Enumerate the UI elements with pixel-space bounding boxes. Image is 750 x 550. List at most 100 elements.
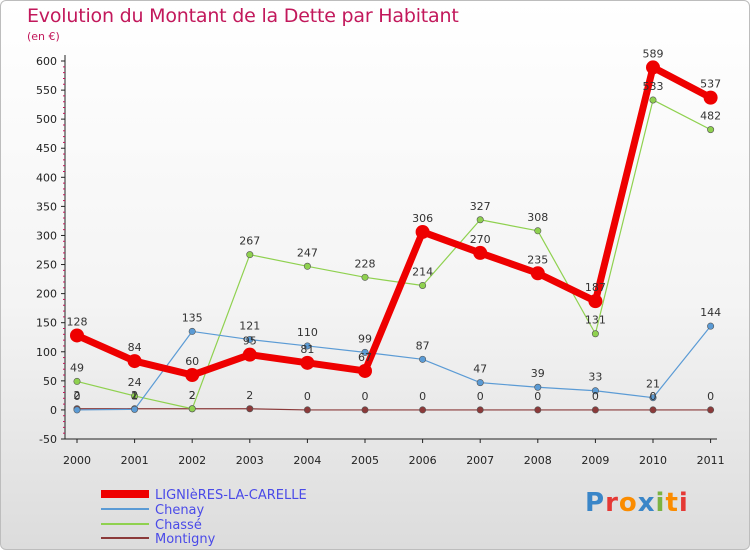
data-point: [188, 327, 196, 335]
data-point: [303, 342, 311, 350]
data-label: 187: [585, 281, 606, 294]
data-label: 144: [700, 306, 721, 319]
data-point: [361, 406, 369, 414]
y-tick-label: -50: [39, 433, 57, 446]
legend-label: Montigny: [155, 532, 216, 547]
x-tick-label: 2008: [524, 454, 552, 467]
data-label: 1: [131, 389, 138, 402]
data-label: 135: [182, 311, 203, 324]
y-tick-label: 50: [43, 375, 57, 388]
data-point: [649, 96, 657, 104]
legend-label: Chenay: [155, 503, 205, 518]
data-label: 537: [700, 78, 721, 91]
data-point: [419, 355, 427, 363]
data-point: [70, 328, 84, 343]
data-label: 0: [419, 390, 426, 403]
data-label: 110: [297, 326, 318, 339]
y-tick-label: 300: [36, 229, 57, 242]
data-point: [707, 406, 715, 414]
x-tick-label: 2004: [293, 454, 321, 467]
data-point: [131, 405, 139, 413]
data-label: 24: [128, 376, 142, 389]
data-point: [358, 363, 372, 378]
data-label: 533: [643, 80, 664, 93]
data-label: 60: [185, 355, 199, 368]
data-label: 67: [358, 351, 372, 364]
data-point: [73, 377, 81, 385]
data-point: [473, 245, 488, 260]
data-point: [242, 347, 257, 362]
y-tick-label: 450: [36, 142, 57, 155]
data-point: [303, 262, 311, 270]
x-tick-label: 2005: [351, 454, 379, 467]
legend-label: Chassé: [155, 518, 202, 533]
series-line: [76, 99, 712, 410]
x-tick-label: 2010: [639, 454, 667, 467]
y-tick-label: 250: [36, 259, 57, 272]
series-line: [76, 408, 712, 411]
data-point: [300, 355, 315, 370]
data-label: 235: [527, 253, 548, 266]
data-point: [185, 368, 200, 383]
proxiti-logo: Proxiti: [585, 488, 689, 518]
data-label: 39: [531, 367, 545, 380]
chart-title: Evolution du Montant de la Dette par Hab…: [27, 5, 459, 27]
data-label: 87: [416, 339, 430, 352]
data-label: 247: [297, 246, 318, 259]
data-point: [649, 406, 657, 414]
data-point: [246, 405, 254, 413]
data-point: [303, 406, 311, 414]
data-point: [476, 379, 484, 387]
x-tick-label: 2006: [409, 454, 437, 467]
data-label: 0: [650, 390, 657, 403]
data-point: [419, 406, 427, 414]
data-point: [73, 406, 81, 414]
data-point: [419, 281, 427, 289]
data-label: 306: [412, 212, 433, 225]
data-point: [591, 387, 599, 395]
data-label: 270: [470, 233, 491, 246]
data-point: [188, 405, 196, 413]
data-point: [530, 266, 545, 281]
data-point: [476, 406, 484, 414]
y-tick-label: 500: [36, 113, 57, 126]
data-label: 0: [707, 390, 714, 403]
data-label: 95: [243, 335, 257, 348]
data-label: 49: [70, 361, 84, 374]
x-tick-label: 2011: [697, 454, 725, 467]
legend-label: LIGNIèRES-LA-CARELLE: [155, 488, 307, 503]
data-label: 0: [304, 390, 311, 403]
y-tick-label: 550: [36, 84, 57, 97]
data-label: 0: [477, 390, 484, 403]
data-point: [591, 330, 599, 338]
data-label: 2: [189, 389, 196, 402]
data-point: [588, 294, 603, 309]
y-tick-label: 0: [50, 404, 57, 417]
data-point: [707, 126, 715, 134]
series-line: [73, 63, 715, 379]
data-label: 0: [534, 390, 541, 403]
x-tick-label: 2000: [63, 454, 91, 467]
data-label: 33: [588, 371, 602, 384]
data-label: 0: [362, 390, 369, 403]
data-label: 121: [239, 320, 260, 333]
data-point: [361, 273, 369, 281]
data-point: [703, 90, 718, 105]
data-label: 0: [74, 390, 81, 403]
data-label: 308: [527, 211, 548, 224]
y-tick-label: 150: [36, 317, 57, 330]
y-unit-label: (en €): [27, 30, 60, 43]
y-tick-label: 400: [36, 171, 57, 184]
y-tick-label: 100: [36, 346, 57, 359]
data-point: [361, 348, 369, 356]
data-point: [534, 227, 542, 235]
x-tick-label: 2007: [466, 454, 494, 467]
data-point: [415, 224, 430, 239]
y-tick-label: 600: [36, 55, 57, 68]
data-label: 2: [189, 389, 196, 402]
data-label: 2: [246, 389, 253, 402]
data-label: 84: [128, 341, 142, 354]
data-point: [476, 216, 484, 224]
